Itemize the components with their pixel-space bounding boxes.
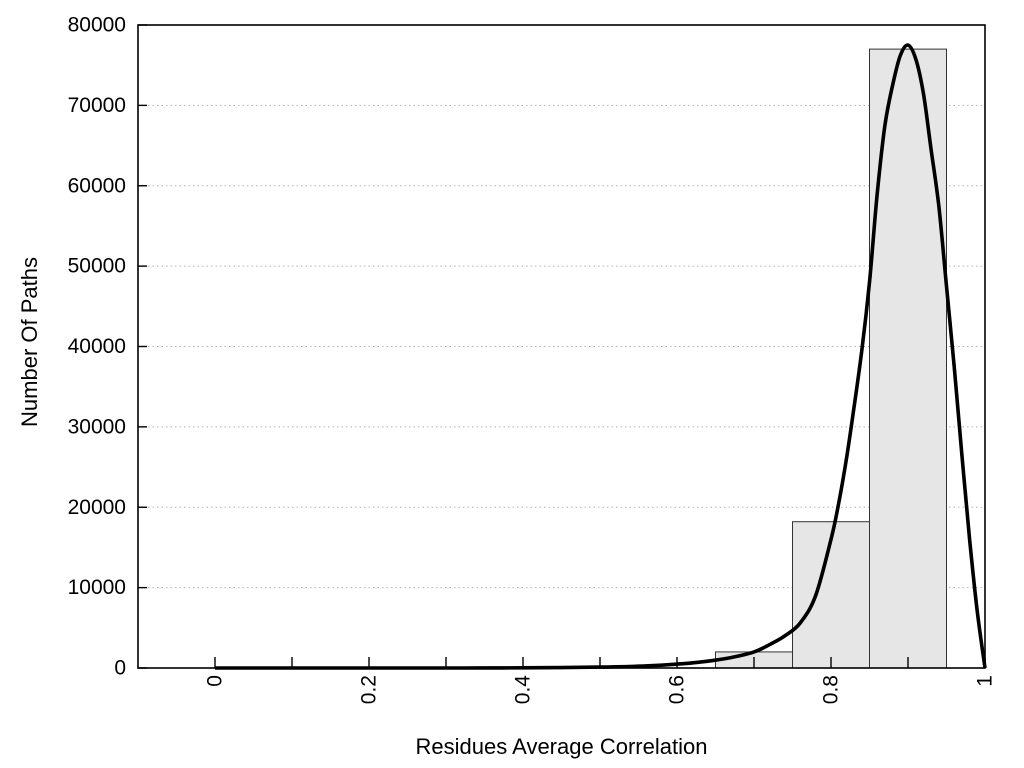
y-tick-label-0: 0 <box>114 657 126 680</box>
y-tick-label-60000: 60000 <box>68 174 126 197</box>
x-tick-label-0: 0 <box>204 675 227 687</box>
y-axis-title: Number Of Paths <box>17 257 42 427</box>
y-tick-label-80000: 80000 <box>68 14 126 37</box>
y-tick-label-40000: 40000 <box>68 335 126 358</box>
y-tick-label-20000: 20000 <box>68 496 126 519</box>
x-axis-title: Residues Average Correlation <box>415 734 708 759</box>
x-tick-label-1: 1 <box>974 675 997 687</box>
y-tick-label-10000: 10000 <box>68 576 126 599</box>
density-curve <box>215 43 987 670</box>
x-tick-label-0.6: 0.6 <box>666 675 689 704</box>
y-tick-label-50000: 50000 <box>68 255 126 278</box>
x-tick-label-0.4: 0.4 <box>512 675 535 705</box>
x-tick-label-0.8: 0.8 <box>820 675 843 704</box>
x-tick-label-0.2: 0.2 <box>358 675 381 704</box>
y-tick-label-30000: 30000 <box>68 415 126 438</box>
y-tick-label-70000: 70000 <box>68 94 126 117</box>
